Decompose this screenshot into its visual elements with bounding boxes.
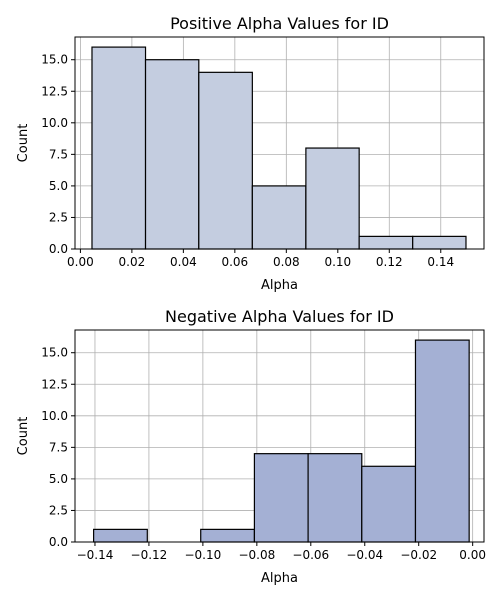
x-axis-label: Alpha — [261, 278, 298, 293]
x-tick-label: 0.00 — [67, 255, 94, 269]
y-tick-label: 15.0 — [41, 53, 68, 67]
y-tick-label: 10.0 — [41, 409, 68, 423]
y-tick-label: 7.5 — [49, 440, 68, 454]
y-tick-label: 12.5 — [41, 377, 68, 391]
y-tick-label: 2.5 — [49, 210, 68, 224]
x-tick-label: −0.08 — [238, 548, 275, 562]
x-tick-label: 0.02 — [119, 255, 146, 269]
x-tick-label: −0.06 — [292, 548, 329, 562]
histogram-bar — [358, 235, 414, 250]
y-tick-label: 2.5 — [49, 503, 68, 517]
y-tick-label: 0.0 — [49, 242, 68, 256]
histogram-bar — [361, 465, 417, 543]
plot-frame — [74, 36, 485, 250]
chart-title: Negative Alpha Values for ID — [165, 307, 394, 326]
x-tick-label: 0.12 — [376, 255, 403, 269]
x-tick-label: 0.14 — [427, 255, 454, 269]
y-tick-label: 12.5 — [41, 84, 68, 98]
y-axis-label: Count — [16, 124, 31, 163]
x-tick-label: −0.02 — [400, 548, 437, 562]
histogram-bar — [91, 46, 147, 250]
chart-1: 0.00 0.02 0.04 0.06 0.08 0.10 0.12 0.14 0.0 2.5 5.… — [16, 14, 485, 293]
x-tick-label: −0.12 — [131, 548, 168, 562]
histogram-bar — [251, 185, 307, 250]
y-tick-label: 7.5 — [49, 147, 68, 161]
histogram-bar — [305, 147, 360, 250]
histogram-bar — [93, 528, 148, 543]
histogram-bar — [414, 339, 470, 543]
histogram-bar — [200, 528, 256, 543]
histogram-bar — [412, 235, 467, 250]
histogram-bar — [253, 453, 309, 543]
y-tick-label: 15.0 — [41, 346, 68, 360]
x-tick-label: 0.00 — [459, 548, 486, 562]
x-tick-label: 0.06 — [221, 255, 248, 269]
x-tick-label: 0.08 — [273, 255, 300, 269]
y-tick-label: 0.0 — [49, 535, 68, 549]
chart-title: Positive Alpha Values for ID — [170, 14, 389, 33]
y-tick-label: 10.0 — [41, 116, 68, 130]
x-tick-label: −0.14 — [77, 548, 114, 562]
x-tick-label: −0.04 — [346, 548, 383, 562]
histogram-bar — [144, 59, 200, 250]
x-tick-label: 0.04 — [170, 255, 197, 269]
y-axis-label: Count — [16, 417, 31, 456]
histogram-bar — [307, 453, 363, 543]
plot-frame — [74, 329, 485, 543]
histogram-bar — [198, 71, 253, 250]
y-tick-label: 5.0 — [49, 179, 68, 193]
chart-2: −0.14 −0.12 −0.10 −0.08 −0.06 −0.04 −0.02 0.00 0… — [16, 307, 486, 586]
x-tick-label: 0.10 — [324, 255, 351, 269]
y-tick-label: 5.0 — [49, 472, 68, 486]
x-axis-label: Alpha — [261, 571, 298, 586]
x-tick-label: −0.10 — [184, 548, 221, 562]
